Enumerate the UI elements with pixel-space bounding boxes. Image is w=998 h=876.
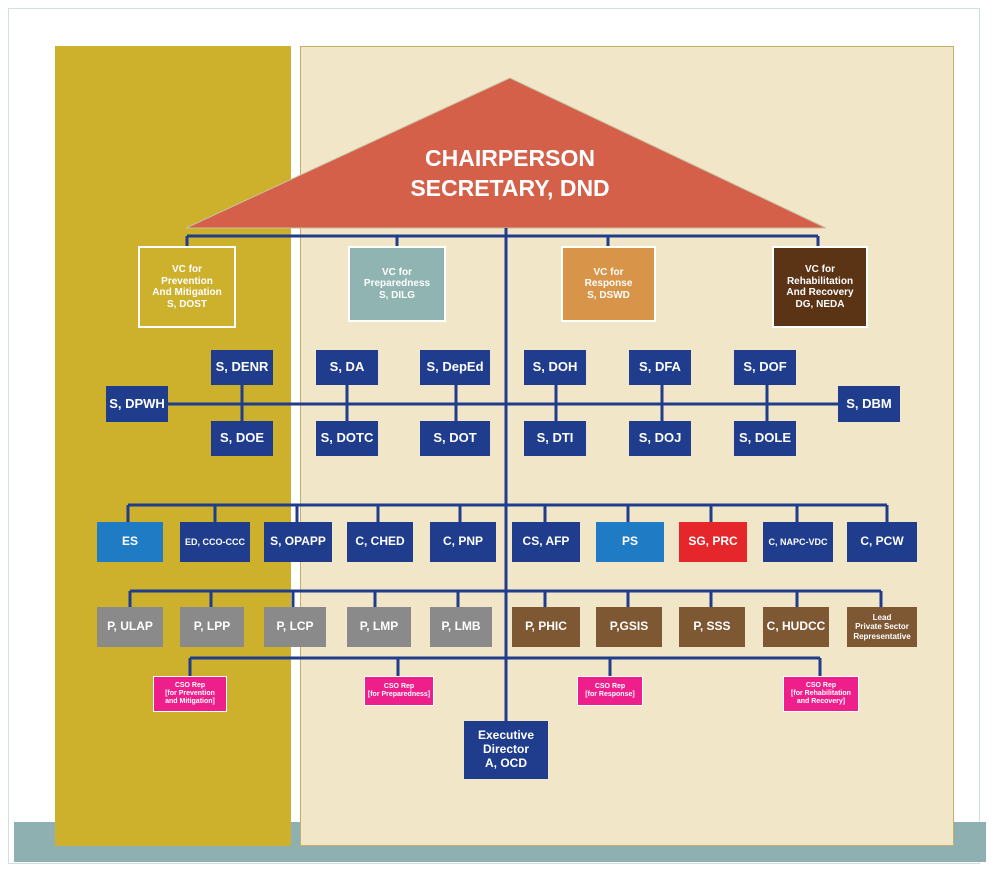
chairperson-secretary-line: SECRETARY, DND: [410, 175, 610, 201]
org-c-hudcc: C, HUDCC: [763, 607, 829, 647]
league-p-lmb: P, LMB: [430, 607, 492, 647]
org-p-gsis: P,GSIS: [596, 607, 662, 647]
sec-dot: S, DOT: [420, 421, 490, 456]
agency-c-ched: C, CHED: [347, 522, 413, 562]
sec-dfa: S, DFA: [629, 350, 691, 385]
sec-doe: S, DOE: [211, 421, 273, 456]
agency-c-pnp: C, PNP: [430, 522, 496, 562]
sec-da: S, DA: [316, 350, 378, 385]
agency-sg-prc: SG, PRC: [679, 522, 747, 562]
agency-cs-afp: CS, AFP: [512, 522, 580, 562]
cso-rep-prevention: CSO Rep [for Prevention and Mitigation]: [153, 676, 227, 712]
sec-dbm: S, DBM: [838, 386, 900, 422]
vc-rehabilitation-recovery: VC for Rehabilitation And Recovery DG, N…: [772, 246, 868, 328]
sec-dof: S, DOF: [734, 350, 796, 385]
vc-prevention-mitigation: VC for Prevention And Mitigation S, DOST: [138, 246, 236, 328]
vc-preparedness: VC for Preparedness S, DILG: [348, 246, 446, 322]
league-p-lpp: P, LPP: [180, 607, 244, 647]
org-p-phic: P, PHIC: [512, 607, 580, 647]
executive-director: Executive Director A, OCD: [464, 721, 548, 779]
slide-frame: [8, 8, 980, 864]
chairperson-line: CHAIRPERSON: [425, 145, 595, 171]
org-p-sss: P, SSS: [679, 607, 745, 647]
sec-deped: S, DepEd: [420, 350, 490, 385]
sec-dole: S, DOLE: [734, 421, 796, 456]
sec-denr: S, DENR: [211, 350, 273, 385]
chairperson-title: CHAIRPERSON SECRETARY, DND: [320, 143, 700, 203]
sec-doj: S, DOJ: [629, 421, 691, 456]
org-lead-private-sector-rep: Lead Private Sector Representative: [847, 607, 917, 647]
league-p-lcp: P, LCP: [264, 607, 326, 647]
agency-es: ES: [97, 522, 163, 562]
agency-ps: PS: [596, 522, 664, 562]
sec-dpwh: S, DPWH: [106, 386, 168, 422]
cso-rep-rehabilitation: CSO Rep [for Rehabilitation and Recovery…: [783, 676, 859, 712]
cso-rep-preparedness: CSO Rep [for Preparedness]: [364, 676, 434, 706]
agency-c-napc-vdc: C, NAPC-VDC: [763, 522, 833, 562]
agency-s-opapp: S, OPAPP: [264, 522, 332, 562]
sec-doh: S, DOH: [524, 350, 586, 385]
agency-c-pcw: C, PCW: [847, 522, 917, 562]
sec-dotc: S, DOTC: [316, 421, 378, 456]
league-p-ulap: P, ULAP: [97, 607, 163, 647]
cso-rep-response: CSO Rep [for Response]: [577, 676, 643, 706]
agency-ed-cco-ccc: ED, CCO-CCC: [180, 522, 250, 562]
sec-dti: S, DTI: [524, 421, 586, 456]
league-p-lmp: P, LMP: [347, 607, 411, 647]
vc-response: VC for Response S, DSWD: [561, 246, 656, 322]
